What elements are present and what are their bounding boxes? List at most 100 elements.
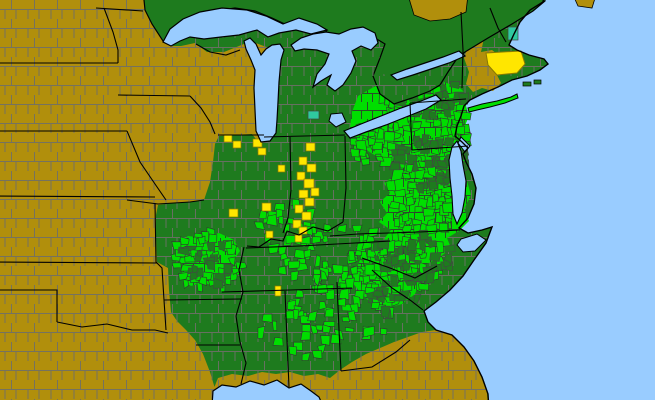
- ontario-dry-patch: [409, 0, 468, 22]
- bright-green-counties-virginia-piedmont: [401, 212, 410, 223]
- border-mo-ar: [163, 298, 243, 301]
- yellow-counties-indiana-cell: [294, 204, 304, 214]
- yellow-counties-indiana-cell: [292, 219, 302, 229]
- teal-counties-cell: [307, 110, 320, 120]
- bright-green-counties-virginia-piedmont: [398, 202, 408, 213]
- yellow-counties-indiana-cell: [296, 171, 306, 181]
- bright-green-counties-carolinas: [367, 227, 379, 239]
- border-pa-ny: [409, 98, 467, 104]
- border-sc-ga: [371, 269, 424, 311]
- dark-green-counties-in-band-georgia-piedmont: [390, 275, 399, 287]
- bright-green-counties-virginia-piedmont: [438, 222, 449, 232]
- dark-green-counties-in-band-arkansas: [206, 259, 216, 271]
- dark-green-counties-in-band-north-carolina: [402, 263, 411, 271]
- bright-green-counties-ohio-pa-core: [367, 130, 376, 138]
- nova-scotia-tip: [574, 0, 595, 9]
- border-ny-vt: [460, 11, 464, 89]
- dark-green-counties-in-band-north-carolina: [413, 259, 423, 265]
- bright-green-counties-missouri-arkansas: [182, 279, 189, 290]
- bright-green-counties-georgia-alabama: [294, 289, 304, 298]
- border-ia-mo: [126, 199, 205, 205]
- bright-green-counties-southern-illinois-indiana: [278, 215, 284, 225]
- dark-green-counties-in-band-west-virginia: [422, 134, 430, 145]
- bright-green-counties-virginia-piedmont: [414, 169, 426, 180]
- dark-green-counties-in-band-upstate-ny: [440, 82, 447, 92]
- bright-green-counties-mississippi-alabama-scatter: [261, 313, 273, 323]
- border-ia-mississippi-river: [189, 95, 216, 135]
- border-oh-pa: [409, 102, 413, 151]
- bright-green-counties-tennessee-kentucky: [290, 270, 299, 282]
- lake-superior: [162, 7, 329, 47]
- bright-green-counties-southern-illinois-indiana: [253, 221, 266, 231]
- dark-green-counties-in-band-arkansas: [206, 241, 216, 253]
- bright-green-counties-missouri-arkansas: [193, 232, 203, 239]
- border-ks-mo: [154, 202, 167, 331]
- bright-green-counties-georgia-alabama: [312, 274, 321, 287]
- bright-green-counties-mississippi-alabama-scatter: [288, 345, 298, 356]
- dark-green-counties-in-band-georgia-piedmont: [372, 290, 384, 297]
- yellow-counties-indiana-cell: [298, 189, 309, 199]
- bright-green-counties-ohio-pa-core: [355, 139, 368, 151]
- bright-green-counties-georgia-alabama: [370, 302, 381, 310]
- yellow-counties-indiana-cell: [310, 187, 320, 197]
- dark-green-counties-in-band-west-virginia: [389, 162, 401, 171]
- border-pa-md: [411, 145, 469, 151]
- border-va-nc: [357, 229, 461, 235]
- dark-green-counties-in-band-arkansas: [196, 249, 203, 257]
- yellow-counties-illinois-ky-tn-cell: [252, 138, 263, 148]
- dark-green-counties-in-band-west-virginia: [428, 180, 438, 191]
- dark-green-counties-in-band-north-carolina: [408, 252, 417, 262]
- dark-green-counties-in-band-upstate-ny: [428, 111, 437, 121]
- border-ky-va: [329, 233, 359, 237]
- border-al-ga: [336, 281, 342, 372]
- long-island: [467, 93, 519, 113]
- bright-green-counties-mississippi-alabama-scatter: [311, 350, 323, 359]
- dark-green-counties-in-band-west-virginia: [444, 137, 454, 146]
- bright-green-counties-southern-illinois-indiana: [258, 210, 267, 220]
- bright-green-counties-ohio-pa-core: [360, 158, 370, 166]
- bright-green-counties-mississippi-alabama-scatter: [324, 308, 335, 318]
- bright-green-counties-ohio-pa-core: [393, 121, 400, 132]
- bright-green-counties-mississippi-alabama-scatter: [257, 325, 266, 340]
- lake-ontario: [389, 50, 467, 81]
- bright-green-counties-georgia-alabama: [320, 270, 329, 281]
- yellow-counties-illinois-ky-tn-cell: [265, 230, 274, 239]
- bright-green-counties-mississippi-alabama-scatter: [292, 309, 300, 321]
- bright-green-counties-ohio-pa-core: [383, 131, 395, 142]
- bright-green-counties-virginia-piedmont: [390, 168, 405, 182]
- bright-green-counties-georgia-alabama: [310, 324, 318, 335]
- border-tn-south: [221, 287, 353, 293]
- dark-green-counties-in-band-north-carolina: [444, 244, 456, 253]
- bright-green-counties-southern-illinois-indiana: [285, 234, 296, 244]
- bright-green-counties-tennessee-kentucky: [277, 265, 287, 276]
- border-ne-ks: [0, 195, 156, 198]
- yellow-counties-indiana-cell: [306, 163, 317, 173]
- border-nd-mn: [103, 7, 119, 63]
- teal-counties-cell: [507, 26, 519, 41]
- lake-st-clair: [328, 112, 347, 128]
- bright-green-counties-georgia-alabama: [323, 321, 336, 327]
- bright-green-counties-carolinas: [418, 283, 430, 291]
- dark-green-counties-in-band-west-virginia: [429, 139, 439, 150]
- yellow-counties-illinois-ky-tn-cell: [223, 134, 233, 143]
- bright-green-counties-missouri-arkansas: [197, 235, 206, 245]
- bright-green-counties-carolinas: [435, 241, 445, 254]
- yellow-counties-indiana-cell: [305, 142, 316, 152]
- bright-green-counties-georgia-alabama: [337, 298, 347, 307]
- bright-green-counties-georgia-alabama: [380, 327, 388, 335]
- dark-green-counties-in-band-west-virginia: [415, 183, 425, 194]
- bright-green-counties-georgia-alabama: [362, 275, 371, 285]
- dark-green-counties-in-band-arkansas: [213, 277, 224, 289]
- bright-green-counties-georgia-alabama: [341, 316, 351, 322]
- gulf-of-mexico: [211, 379, 321, 400]
- yellow-counties-indiana-cell: [304, 197, 315, 207]
- dark-green-counties-in-band-upstate-ny: [441, 101, 450, 111]
- bright-green-counties-mississippi-alabama-scatter: [322, 324, 331, 334]
- bright-green-counties-tennessee-kentucky: [314, 254, 321, 268]
- bright-green-counties-ohio-pa-core: [432, 118, 442, 128]
- bright-green-counties-tennessee-kentucky: [351, 224, 363, 232]
- border-red-river: [56, 321, 169, 334]
- dark-green-counties-in-band-upstate-ny: [449, 80, 461, 89]
- bright-green-counties-georgia-alabama: [299, 314, 311, 324]
- bright-green-counties-tennessee-kentucky: [307, 242, 316, 251]
